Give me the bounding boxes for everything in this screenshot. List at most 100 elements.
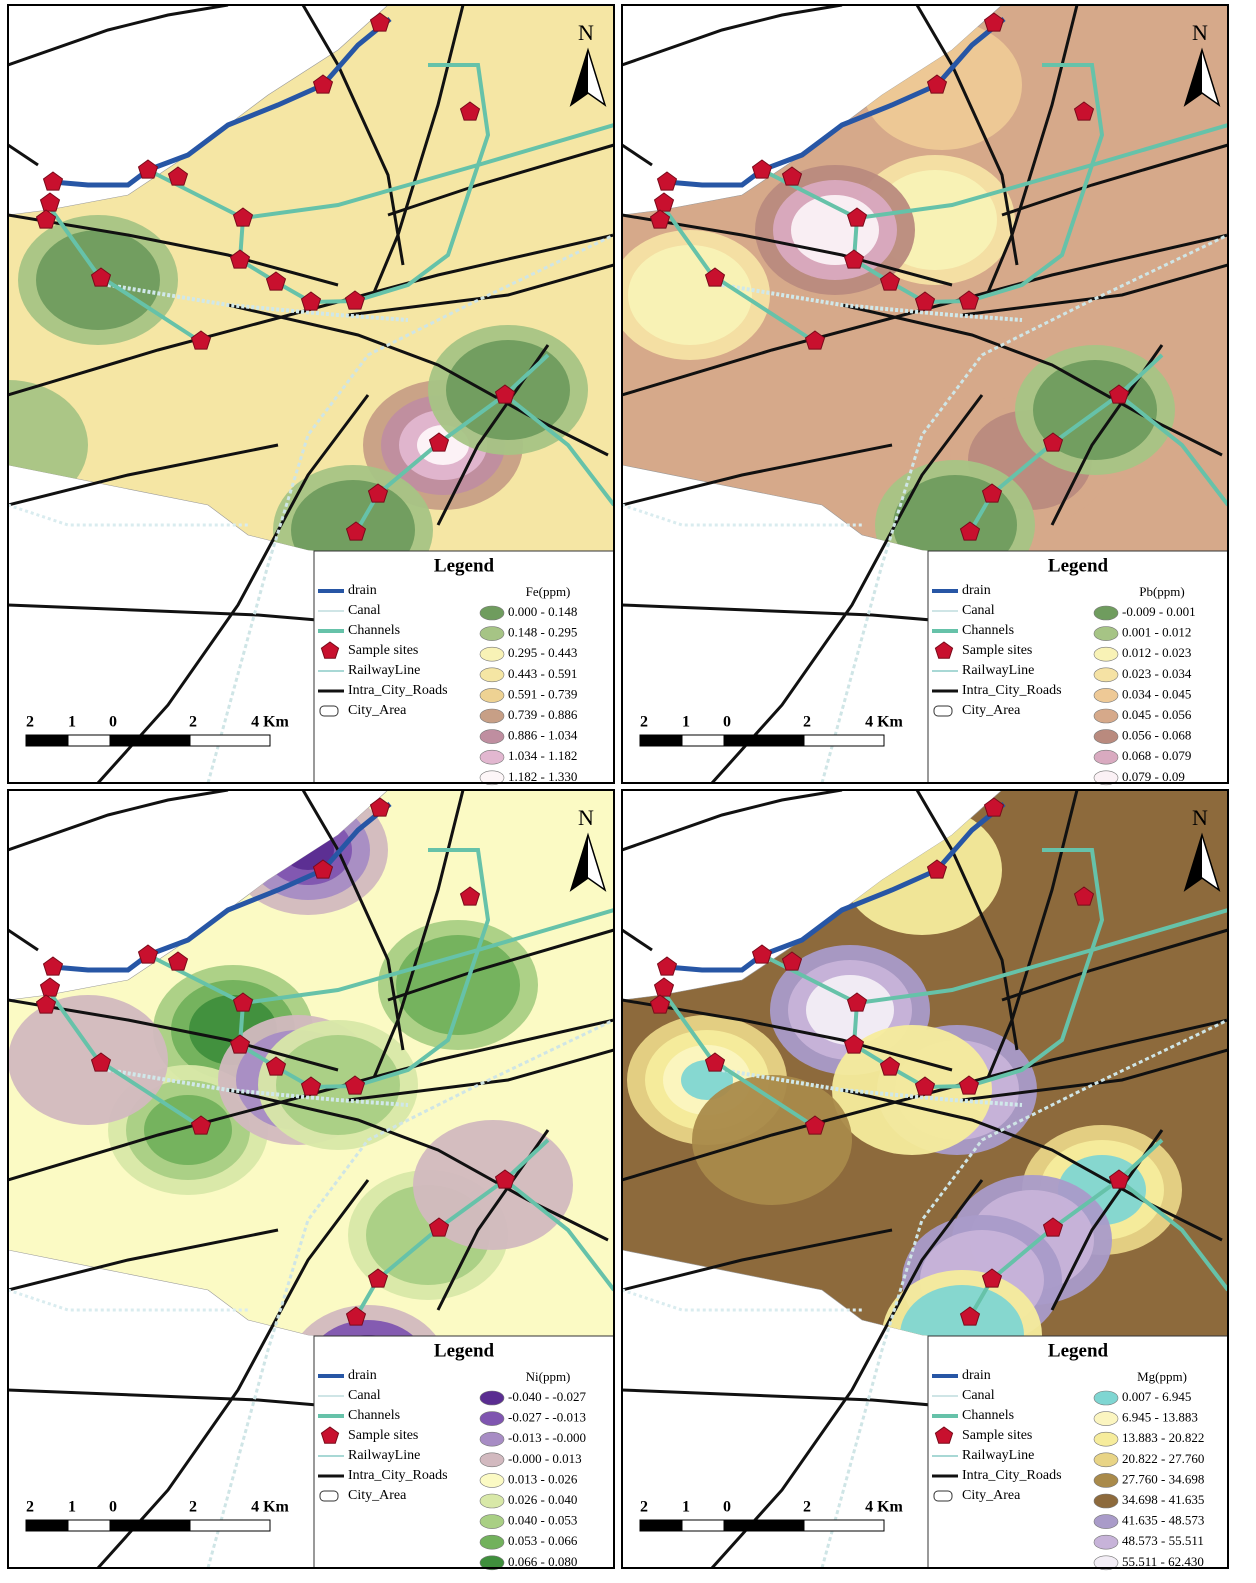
legend-layer: RailwayLine [962,663,1034,678]
scale-bar [190,1520,270,1531]
legend-swatch [1094,1432,1118,1446]
scale-label: 2 [803,714,811,731]
legend-class: 0.013 - 0.026 [508,1471,578,1486]
scale-label: 1 [682,1499,690,1516]
map-panel: N21024 KmLegenddrainCanalChannelsSample … [610,0,1228,785]
legend-swatch [480,730,504,744]
legend-class: 0.007 - 6.945 [1122,1389,1191,1404]
hotspot [144,1095,232,1165]
legend-layer: drain [962,583,991,598]
legend-class: 0.012 - 0.023 [1122,645,1191,660]
legend-title: Legend [434,555,495,576]
scale-bar [68,735,110,746]
legend-title: Legend [1048,1340,1109,1361]
scale-label: 4 Km [865,714,903,731]
legend-swatch [1094,1494,1118,1508]
hotspot [628,245,752,345]
scale-label: 4 Km [251,714,289,731]
scale-label: 2 [189,714,197,731]
legend-class: 55.511 - 62.430 [1122,1554,1204,1569]
legend-class: 27.760 - 34.698 [1122,1471,1204,1486]
legend-layer: drain [348,1368,377,1383]
legend-class: 6.945 - 13.883 [1122,1410,1198,1425]
legend-variable: Ni(ppm) [526,1369,571,1384]
legend-layer: Sample sites [962,643,1032,658]
hotspot [692,1075,852,1205]
legend-swatch [1094,647,1118,661]
legend-swatch [1094,750,1118,764]
legend-layer: Sample sites [962,1428,1032,1443]
legend-symbol [320,1491,338,1501]
scale-bar [110,735,190,746]
legend-layer: Sample sites [348,1428,418,1443]
scale-bar [804,1520,884,1531]
legend-swatch [1094,1515,1118,1529]
scale-bar [724,1520,804,1531]
legend-layer: RailwayLine [348,1448,420,1463]
legend-class: 20.822 - 27.760 [1122,1451,1204,1466]
legend-class: 1.034 - 1.182 [508,748,577,763]
scale-label: 4 Km [865,1499,903,1516]
legend-layer: City_Area [348,703,407,718]
legend-title: Legend [1048,555,1109,576]
legend-swatch [480,1391,504,1405]
hotspot [396,935,520,1035]
legend-symbol [320,706,338,716]
legend-class: 0.739 - 0.886 [508,707,578,722]
legend-swatch [1094,709,1118,723]
legend-class: 0.000 - 0.148 [508,604,577,619]
legend-swatch [480,647,504,661]
legend-class: 0.079 - 0.09 [1122,769,1185,784]
legend-class: -0.000 - 0.013 [508,1451,582,1466]
legend-swatch [480,627,504,641]
legend-layer: drain [962,1368,991,1383]
legend-layer: Channels [962,1408,1014,1423]
legend-swatch [480,1494,504,1508]
scale-bar [640,735,682,746]
legend-class: -0.013 - -0.000 [508,1430,586,1445]
legend-layer: Channels [962,623,1014,638]
scale-bar [26,735,68,746]
legend-class: 13.883 - 20.822 [1122,1430,1204,1445]
legend-class: 0.001 - 0.012 [1122,625,1191,640]
scale-bar [68,1520,110,1531]
legend-layer: Canal [348,1388,381,1403]
legend-swatch [480,688,504,702]
scale-bar [724,735,804,746]
scale-label: 2 [26,1499,34,1516]
scale-bar [682,735,724,746]
legend-layer: City_Area [962,703,1021,718]
legend-swatch [1094,730,1118,744]
legend-title: Legend [434,1340,495,1361]
legend-swatch [480,709,504,723]
north-label: N [1192,805,1208,830]
legend-layer: Sample sites [348,643,418,658]
north-label: N [578,20,594,45]
scale-label: 1 [682,714,690,731]
scale-label: 2 [189,1499,197,1516]
legend: LegenddrainCanalChannelsSample sitesRail… [928,1336,1228,1570]
legend-layer: Intra_City_Roads [348,683,448,698]
legend-swatch [480,750,504,764]
map-panel: N21024 KmLegenddrainCanalChannelsSample … [8,785,614,1570]
scale-label: 1 [68,714,76,731]
legend-swatch [1094,1453,1118,1467]
scale-label: 2 [26,714,34,731]
legend-class: -0.027 - -0.013 [508,1410,586,1425]
legend-class: 34.698 - 41.635 [1122,1492,1204,1507]
legend-layer: Channels [348,623,400,638]
legend-class: 48.573 - 55.511 [1122,1533,1204,1548]
legend-class: 0.886 - 1.034 [508,728,578,743]
legend-class: 0.045 - 0.056 [1122,707,1192,722]
scale-label: 0 [723,714,731,731]
legend-class: 0.443 - 0.591 [508,666,577,681]
legend-class: 0.040 - 0.053 [508,1513,577,1528]
legend-class: 1.182 - 1.330 [508,769,577,784]
legend-symbol [934,706,952,716]
legend-class: 0.056 - 0.068 [1122,728,1191,743]
legend-swatch [480,1535,504,1549]
legend-layer: City_Area [962,1488,1021,1503]
